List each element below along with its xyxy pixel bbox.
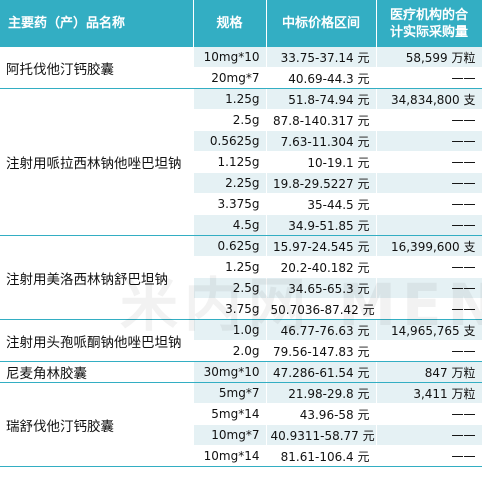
price-range-cell: 79.56-147.83 元: [266, 340, 377, 362]
spec-cell: 5mg*7: [193, 382, 267, 404]
price-range-cell: 21.98-29.8 元: [266, 382, 377, 404]
spec-cell: 1.25g: [193, 256, 267, 278]
purchase-qty-cell: 一一: [376, 403, 482, 425]
purchase-qty-cell: 14,965,765 支: [376, 319, 482, 341]
product-name-cell: 注射用哌拉西林钠他唑巴坦钠: [0, 88, 194, 236]
price-range-cell: 81.61-106.4 元: [266, 445, 377, 467]
spec-cell: 10mg*14: [193, 445, 267, 467]
spec-cell: 1.125g: [193, 151, 267, 173]
header-price-range: 中标价格区间: [266, 0, 377, 47]
price-range-cell: 15.97-24.545 元: [266, 235, 377, 257]
purchase-qty-cell: 一一: [376, 130, 482, 152]
purchase-qty-cell: 一一: [376, 151, 482, 173]
price-range-cell: 35-44.5 元: [266, 193, 377, 215]
spec-cell: 20mg*7: [193, 67, 267, 89]
purchase-qty-cell: 一一: [376, 277, 482, 299]
table-row: 20mg*7 40.69-44.3 元一一: [0, 67, 482, 89]
spec-cell: 3.375g: [193, 193, 267, 215]
table-row: 4.5g 34.9-51.85 元一一: [0, 214, 482, 236]
table-row: 1.125g 10-19.1 元一一: [0, 151, 482, 173]
table-row: 10mg*14 81.61-106.4 元一一: [0, 445, 482, 467]
price-range-cell: 46.77-76.63 元: [266, 319, 377, 341]
product-name-cell: 瑞舒伐他汀钙胶囊: [0, 382, 194, 467]
table-row: 阿托伐他汀钙胶囊 10mg*10 33.75-37.14 元 58,599 万粒: [0, 47, 482, 89]
purchase-qty-cell: 一一: [376, 340, 482, 362]
price-range-cell: 34.65-65.3 元: [266, 277, 377, 299]
price-range-cell: 20.2-40.182 元: [266, 256, 377, 278]
purchase-qty-cell: 一一: [376, 172, 482, 194]
spec-cell: 1.25g: [193, 88, 267, 110]
table-row: 0.5625g 7.63-11.304 元一一: [0, 130, 482, 152]
spec-cell: 0.625g: [193, 235, 267, 257]
spec-cell: 2.25g: [193, 172, 267, 194]
spec-cell: 3.75g: [193, 298, 267, 320]
spec-cell: 10mg*10: [193, 47, 267, 68]
header-product-name: 主要药（产）品名称: [0, 0, 194, 47]
purchase-qty-cell: 一一: [376, 445, 482, 467]
spec-cell: 2.5g: [193, 277, 267, 299]
table-row: 注射用哌拉西林钠他唑巴坦钠 1.25g 51.8-74.94 元 34,834,800…: [0, 88, 482, 236]
procurement-table: 主要药（产）品名称 规格 中标价格区间 医疗机构的合 计实际采购量 阿托伐他汀钙…: [0, 0, 482, 467]
purchase-qty-cell: 一一: [376, 193, 482, 215]
purchase-qty-cell: 一一: [376, 424, 482, 446]
purchase-qty-cell: 3,411 万粒: [376, 382, 482, 404]
product-name-cell: 尼麦角林胶囊: [0, 361, 194, 383]
table-row: 2.0g 79.56-147.83 元一一: [0, 340, 482, 362]
product-name-cell: 注射用美洛西林钠舒巴坦钠: [0, 235, 194, 320]
table-row: 2.25g 19.8-29.5227 元一一: [0, 172, 482, 194]
purchase-qty-cell: 16,399,600 支: [376, 235, 482, 257]
price-range-cell: 50.7036-87.42 元: [266, 298, 377, 320]
purchase-qty-cell: 一一: [376, 109, 482, 131]
purchase-qty-cell: 一一: [376, 67, 482, 89]
table-row: 1.25g 20.2-40.182 元一一: [0, 256, 482, 278]
purchase-qty-cell: 34,834,800 支: [376, 88, 482, 110]
price-range-cell: 34.9-51.85 元: [266, 214, 377, 236]
spec-cell: 1.0g: [193, 319, 267, 341]
purchase-qty-cell: 58,599 万粒: [376, 47, 482, 68]
header-spec: 规格: [193, 0, 267, 47]
spec-cell: 0.5625g: [193, 130, 267, 152]
product-name-cell: 阿托伐他汀钙胶囊: [0, 47, 194, 89]
purchase-qty-cell: 一一: [376, 298, 482, 320]
purchase-qty-cell: 847 万粒: [376, 361, 482, 383]
price-range-cell: 43.96-58 元: [266, 403, 377, 425]
table-row: 3.75g 50.7036-87.42 元一一: [0, 298, 482, 320]
purchase-qty-cell: 一一: [376, 214, 482, 236]
product-name-cell: 注射用头孢哌酮钠他唑巴坦钠: [0, 319, 194, 362]
table-row: 瑞舒伐他汀钙胶囊 5mg*7 21.98-29.8 元 3,411 万粒: [0, 382, 482, 467]
table-row: 2.5g 34.65-65.3 元一一: [0, 277, 482, 299]
price-range-cell: 7.63-11.304 元: [266, 130, 377, 152]
header-qty-line1: 医疗机构的合: [389, 7, 468, 23]
header-purchase-qty: 医疗机构的合 计实际采购量: [376, 0, 482, 47]
price-range-cell: 87.8-140.317 元: [266, 109, 377, 131]
price-range-cell: 33.75-37.14 元: [266, 47, 377, 68]
table-row: 2.5g 87.8-140.317 元一一: [0, 109, 482, 131]
spec-cell: 5mg*14: [193, 403, 267, 425]
price-range-cell: 40.9311-58.77 元: [266, 424, 377, 446]
table-row: 注射用头孢哌酮钠他唑巴坦钠 1.0g 46.77-76.63 元 14,965,765…: [0, 319, 482, 362]
table-row: 注射用美洛西林钠舒巴坦钠 0.625g 15.97-24.545 元 16,399,6…: [0, 235, 482, 320]
table-body: 阿托伐他汀钙胶囊 10mg*10 33.75-37.14 元 58,599 万粒 20m…: [0, 47, 482, 467]
price-range-cell: 51.8-74.94 元: [266, 88, 377, 110]
spec-cell: 10mg*7: [193, 424, 267, 446]
table-header-row: 主要药（产）品名称 规格 中标价格区间 医疗机构的合 计实际采购量: [0, 0, 482, 47]
spec-cell: 2.0g: [193, 340, 267, 362]
table-row: 尼麦角林胶囊 30mg*10 47.286-61.54 元 847 万粒: [0, 361, 482, 383]
spec-cell: 4.5g: [193, 214, 267, 236]
spec-cell: 2.5g: [193, 109, 267, 131]
price-range-cell: 19.8-29.5227 元: [266, 172, 377, 194]
table-row: 3.375g 35-44.5 元一一: [0, 193, 482, 215]
spec-cell: 30mg*10: [193, 361, 267, 383]
table-row: 10mg*7 40.9311-58.77 元一一: [0, 424, 482, 446]
table-row: 5mg*14 43.96-58 元一一: [0, 403, 482, 425]
price-range-cell: 47.286-61.54 元: [266, 361, 377, 383]
price-range-cell: 40.69-44.3 元: [266, 67, 377, 89]
header-qty-line2: 计实际采购量: [389, 24, 468, 40]
purchase-qty-cell: 一一: [376, 256, 482, 278]
price-range-cell: 10-19.1 元: [266, 151, 377, 173]
